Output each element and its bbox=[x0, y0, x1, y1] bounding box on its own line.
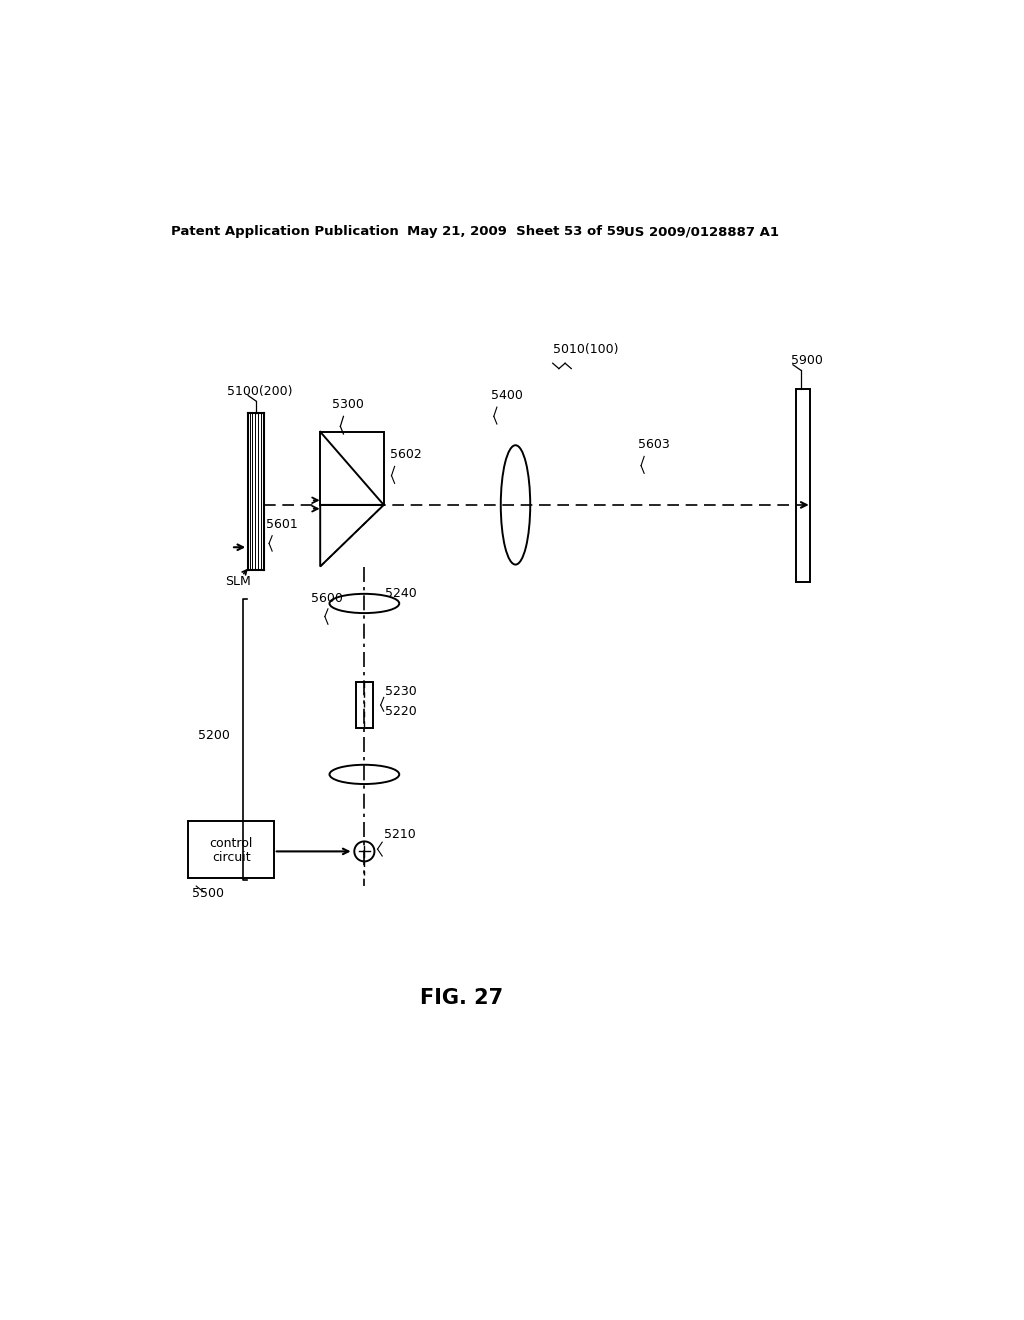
Text: 5220: 5220 bbox=[385, 705, 417, 718]
Text: 5400: 5400 bbox=[490, 389, 522, 403]
Text: 5500: 5500 bbox=[193, 887, 224, 900]
Bar bbox=[321, 432, 384, 506]
Bar bbox=[356, 682, 373, 729]
Bar bbox=[796, 389, 810, 582]
Text: 5600: 5600 bbox=[311, 593, 343, 606]
Text: FIG. 27: FIG. 27 bbox=[420, 987, 503, 1007]
Text: May 21, 2009  Sheet 53 of 59: May 21, 2009 Sheet 53 of 59 bbox=[407, 224, 625, 238]
Text: 5200: 5200 bbox=[198, 729, 229, 742]
Text: 5010(100): 5010(100) bbox=[553, 343, 618, 356]
Text: SLM: SLM bbox=[225, 576, 251, 589]
Text: 5230: 5230 bbox=[385, 685, 417, 698]
Text: 5603: 5603 bbox=[638, 438, 670, 451]
Bar bbox=[188, 821, 273, 878]
Text: 5300: 5300 bbox=[332, 399, 364, 412]
Text: circuit: circuit bbox=[212, 850, 251, 863]
Text: 5100(200): 5100(200) bbox=[227, 385, 293, 399]
Text: 5601: 5601 bbox=[266, 517, 298, 531]
Text: 5240: 5240 bbox=[385, 587, 417, 601]
Text: Patent Application Publication: Patent Application Publication bbox=[171, 224, 398, 238]
Text: US 2009/0128887 A1: US 2009/0128887 A1 bbox=[624, 224, 779, 238]
Text: 5602: 5602 bbox=[390, 449, 422, 462]
Text: control: control bbox=[209, 837, 253, 850]
Text: 5900: 5900 bbox=[792, 354, 823, 367]
Text: 5210: 5210 bbox=[384, 828, 416, 841]
